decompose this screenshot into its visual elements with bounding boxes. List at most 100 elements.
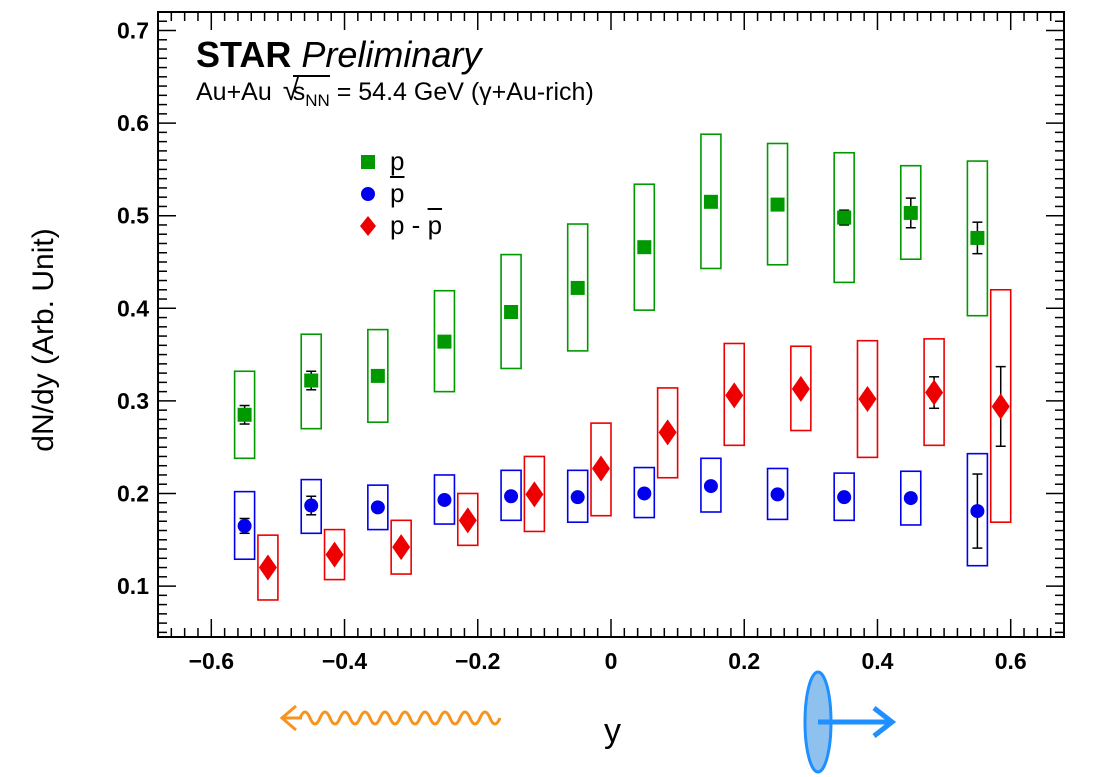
sqrt-symbol: √ [282,74,300,107]
x-tick-label: 0.4 [861,648,893,674]
marker-net_p [791,375,810,402]
y-axis-label: dN/dy (Arb. Unit) [27,228,60,452]
sys-box-pbar [966,452,989,567]
y-tick-label: 0.1 [117,573,149,599]
sys-box-p [966,160,989,317]
y-tick-label: 0.5 [117,203,149,229]
sys-box-pbar [766,467,789,521]
sys-box-p [300,333,323,430]
sys-box-net_p [590,422,612,517]
marker-p [637,240,652,255]
marker-p [370,368,385,383]
marker-pbar [637,486,652,501]
marker-net_p [525,481,544,508]
x-tick-label: −0.4 [322,648,368,674]
sys-box-net_p [856,339,879,459]
marker-pbar [504,489,519,504]
legend-label-pbar: p [390,178,405,208]
marker-net_p [458,507,477,534]
marker-net_p [991,393,1010,420]
sys-box-net_p [656,387,679,479]
y-tick-label: 0.6 [117,110,149,136]
data-markers [237,194,1010,581]
x-tick-label: 0 [605,648,618,674]
legend-diamond-icon [360,216,376,236]
sys-box-pbar [700,457,722,513]
sys-box-net_p [723,342,746,447]
sys-box-p [233,370,256,460]
sys-box-net_p [790,345,812,432]
x-tick-label: 0.2 [728,648,760,674]
marker-net_p [658,419,677,446]
sys-box-net_p [323,528,346,581]
nucleus-arrowhead-icon [872,706,897,738]
sys-box-p [766,142,789,266]
legend-label-net-p: p - p [390,210,443,240]
sys-box-p [899,164,922,261]
sys-box-p [700,133,722,270]
sys-box-pbar [300,478,323,535]
sys-box-p [633,183,656,311]
statistical-error-bars [239,197,1006,573]
sys-box-p [367,328,389,423]
sys-box-p [833,151,855,284]
x-tick-label: −0.6 [189,648,234,674]
systematic-error-boxes [233,133,1012,601]
marker-net_p [258,554,277,581]
sys-box-net_p [923,338,945,447]
sys-box-pbar [500,469,522,522]
sys-box-p [500,253,522,370]
sys-box-p [566,223,589,352]
sys-box-pbar [633,466,656,519]
marker-pbar [237,518,252,533]
sys-box-net_p [257,534,279,601]
energy-value: = 54.4 GeV (γ+Au-rich) [336,78,594,106]
marker-pbar [970,504,985,519]
y-tick-label: 0.7 [117,18,149,44]
experiment-name: STAR [196,34,292,75]
marker-net_p [925,379,944,406]
marker-p [304,373,319,388]
y-tick-label: 0.2 [117,480,149,506]
marker-p [970,230,985,245]
sys-box-pbar [566,469,589,523]
marker-net_p [725,382,744,409]
energy-variable: s [292,78,306,106]
sys-box-net_p [989,288,1012,523]
energy-subscript: NN [305,91,330,110]
marker-pbar [837,490,852,505]
chart-title: STAR Preliminary [196,34,481,76]
axis-tick-labels: −0.6 −0.4 −0.2 0 0.2 0.4 0.6 0.1 0.2 0.3 0.4 0.5 0.6… [117,18,1027,674]
collision-system-label: Au+Au √ sNN = 54.4 GeV (γ+Au-rich) [196,74,594,111]
marker-p [837,210,852,225]
sys-box-net_p [523,455,546,533]
marker-p [703,194,718,209]
preliminary-label: Preliminary [301,34,482,75]
marker-pbar [903,491,918,506]
marker-pbar [304,498,319,513]
marker-p [237,407,252,422]
y-tick-label: 0.4 [117,295,149,321]
marker-pbar [703,479,718,494]
marker-p [437,334,452,349]
marker-pbar [770,487,785,502]
sys-box-pbar [433,474,456,525]
photon-arrowhead-icon [279,704,302,732]
sys-box-pbar [833,472,855,522]
marker-p [770,197,785,212]
sqrt-radicand: sNN [292,75,330,110]
sys-box-pbar [367,484,389,531]
legend-circle-icon [361,187,375,201]
y-tick-label: 0.3 [117,388,149,414]
marker-p [570,280,585,295]
marker-p [504,305,519,319]
y-axis-label-wrap: dN/dy (Arb. Unit) [14,150,74,530]
sys-box-pbar [899,470,922,526]
photon-wave-icon [298,710,502,726]
sys-box-p [433,289,456,393]
sys-box-pbar [233,490,256,561]
marker-pbar [437,492,452,507]
marker-p [903,205,918,220]
sqrt-expression: √ sNN [282,74,330,111]
